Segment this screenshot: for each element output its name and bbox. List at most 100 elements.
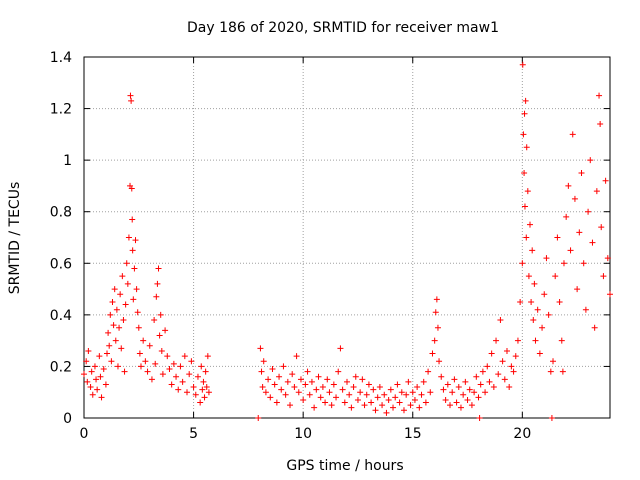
data-point [517,298,524,305]
data-point [166,366,173,373]
data-point [133,286,140,293]
data-point [81,371,87,378]
data-point [482,389,489,396]
data-point [598,224,605,231]
data-point [350,384,357,391]
data-point [524,188,531,195]
data-point [146,342,153,349]
data-point [287,402,294,409]
data-point [151,317,158,324]
data-point [158,347,165,354]
data-point [308,378,315,385]
data-point [89,391,96,398]
x-tick-label: 15 [404,426,422,442]
data-point [337,345,344,352]
data-point [282,391,289,398]
data-point [300,396,307,403]
data-point [376,384,383,391]
data-point [341,399,348,406]
data-point [188,358,195,365]
data-point [302,381,309,388]
data-point [257,345,264,352]
data-point [497,317,504,324]
data-point [370,386,377,393]
data-point [324,376,331,383]
data-point [156,332,163,339]
data-point [85,347,92,354]
y-tick-label: 1.4 [50,50,72,66]
data-point [129,247,136,254]
data-point [462,378,469,385]
data-point [153,293,160,300]
data-point [111,286,118,293]
data-point [333,394,340,401]
data-point [385,396,392,403]
data-point [521,110,528,117]
data-point [295,389,302,396]
data-point [330,381,337,388]
data-point [548,415,555,421]
data-point [199,386,206,393]
data-point [328,402,335,409]
data-point [135,324,142,331]
data-point [326,389,333,396]
data-point [527,221,534,228]
data-point [449,389,456,396]
data-point [259,384,266,391]
data-point [184,389,191,396]
data-point [416,404,423,411]
data-point [407,402,414,409]
data-point [591,324,598,331]
data-point [192,391,199,398]
data-point [205,389,212,396]
data-point [593,188,600,195]
data-point [173,373,180,380]
data-point [348,404,355,411]
data-point [529,247,536,254]
data-point [200,378,207,385]
data-point [396,399,403,406]
data-point [128,185,135,192]
data-point [119,273,126,280]
data-point [108,358,115,365]
data-point [451,376,458,383]
data-point [117,291,124,298]
data-point [315,373,322,380]
data-point [488,350,495,357]
data-point [110,322,117,329]
data-point [403,391,410,398]
data-point [522,97,529,104]
data-point [91,363,98,370]
data-point [100,366,107,373]
data-point [545,311,552,318]
data-point [198,363,205,370]
data-point [122,301,129,308]
data-point [372,407,379,414]
data-point [269,366,276,373]
data-point [127,92,134,99]
data-point [574,286,581,293]
data-point [339,386,346,393]
data-point [444,381,451,388]
chart-title: Day 186 of 2020, SRMTID for receiver maw… [187,20,499,36]
data-point [521,203,528,210]
data-point [159,371,166,378]
data-point [137,363,144,370]
data-point [596,92,603,99]
data-point [346,391,353,398]
data-point [506,384,513,391]
data-point [144,368,151,375]
data-points [81,61,613,421]
data-point [197,399,204,406]
data-point [152,360,159,367]
data-point [374,394,381,401]
data-point [541,291,548,298]
data-point [170,360,177,367]
data-point [440,386,447,393]
data-point [585,208,592,215]
data-point [520,131,527,138]
data-point [534,306,541,313]
data-point [93,376,100,383]
